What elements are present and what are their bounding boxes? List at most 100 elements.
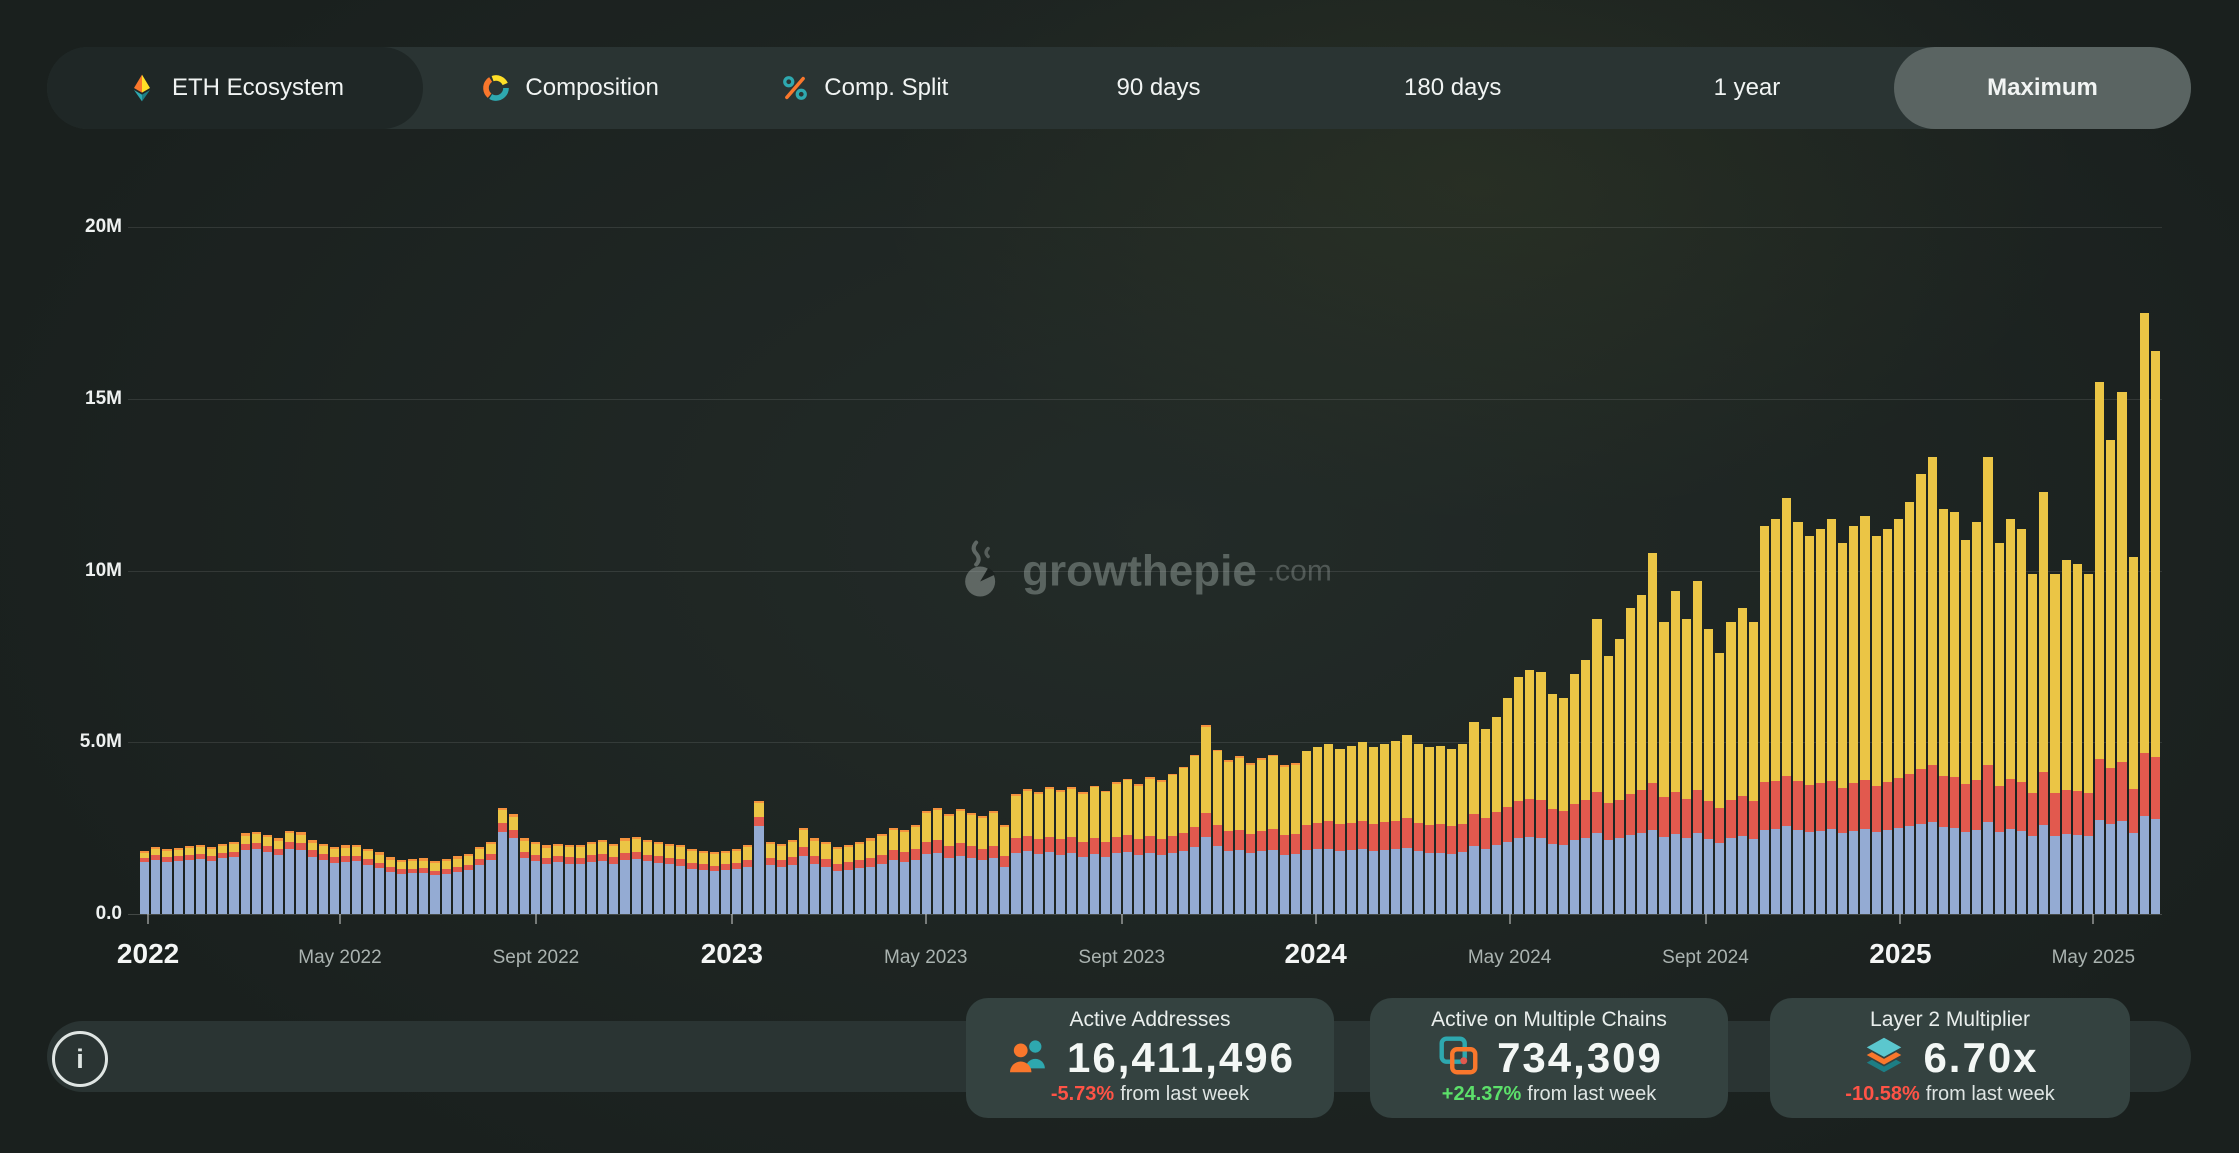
bar-week[interactable]	[1983, 457, 1993, 914]
bar-week[interactable]	[553, 843, 563, 914]
bar-week[interactable]	[1234, 756, 1245, 914]
bar-week[interactable]	[1458, 743, 1468, 914]
bar-week[interactable]	[1637, 594, 1647, 914]
bar-week[interactable]	[1447, 749, 1457, 914]
bar-week[interactable]	[1905, 501, 1915, 914]
bar-week[interactable]	[1134, 783, 1144, 914]
bar-week[interactable]	[1156, 780, 1166, 914]
bar-week[interactable]	[1994, 543, 2004, 914]
bar-week[interactable]	[140, 850, 150, 914]
bar-week[interactable]	[2039, 491, 2049, 914]
bar-week[interactable]	[1681, 618, 1691, 914]
bar-week[interactable]	[1212, 749, 1222, 914]
bar-week[interactable]	[575, 845, 585, 914]
bar-week[interactable]	[240, 833, 250, 914]
bar-week[interactable]	[1625, 608, 1636, 914]
bar-week[interactable]	[2005, 519, 2015, 914]
bar-week[interactable]	[195, 844, 206, 914]
bar-week[interactable]	[1748, 622, 1758, 914]
bar-week[interactable]	[2106, 440, 2116, 914]
bar-week[interactable]	[1033, 792, 1043, 914]
bar-week[interactable]	[1715, 652, 1725, 914]
bar-week[interactable]	[1949, 512, 1960, 914]
bar-week[interactable]	[709, 852, 719, 914]
bar-week[interactable]	[419, 858, 429, 914]
bar-week[interactable]	[1357, 742, 1367, 914]
bar-week[interactable]	[1849, 525, 1859, 914]
tab-180-days[interactable]: 180 days	[1306, 47, 1600, 129]
bar-week[interactable]	[1111, 782, 1122, 914]
bar-week[interactable]	[776, 843, 786, 914]
bar-week[interactable]	[620, 838, 630, 914]
bar-week[interactable]	[810, 838, 820, 914]
bar-week[interactable]	[1882, 529, 1892, 914]
bar-week[interactable]	[1368, 747, 1379, 914]
bar-week[interactable]	[1570, 673, 1580, 914]
bar-week[interactable]	[1380, 743, 1390, 914]
bar-week[interactable]	[218, 843, 228, 914]
bar-week[interactable]	[1100, 790, 1110, 914]
bar-week[interactable]	[2095, 381, 2105, 914]
bar-week[interactable]	[653, 841, 664, 914]
tab-eth-ecosystem[interactable]: ETH Ecosystem	[47, 47, 423, 129]
bar-week[interactable]	[531, 841, 541, 914]
bar-week[interactable]	[564, 844, 574, 914]
bar-week[interactable]	[787, 840, 798, 914]
bar-week[interactable]	[1502, 697, 1513, 914]
bar-week[interactable]	[1167, 773, 1177, 914]
bar-week[interactable]	[888, 828, 898, 914]
bar-week[interactable]	[452, 856, 462, 914]
bar-week[interactable]	[486, 841, 496, 914]
bar-week[interactable]	[1871, 536, 1881, 914]
bar-week[interactable]	[1737, 608, 1747, 914]
bar-week[interactable]	[832, 847, 842, 914]
bar-week[interactable]	[1402, 735, 1412, 914]
bar-week[interactable]	[743, 845, 753, 914]
tab-1-year[interactable]: 1 year	[1600, 47, 1894, 129]
info-icon[interactable]: i	[52, 1031, 108, 1087]
bar-week[interactable]	[676, 845, 686, 914]
bar-week[interactable]	[1670, 591, 1680, 914]
bar-week[interactable]	[1290, 763, 1300, 914]
bar-week[interactable]	[1972, 522, 1982, 914]
bar-week[interactable]	[1123, 778, 1133, 914]
bar-week[interactable]	[989, 810, 999, 914]
bar-week[interactable]	[151, 847, 161, 914]
tab-composition[interactable]: Composition	[423, 47, 717, 129]
bar-week[interactable]	[1491, 716, 1501, 914]
tab-comp-split[interactable]: Comp. Split	[717, 47, 1011, 129]
tab-maximum[interactable]: Maximum	[1894, 47, 2192, 129]
bar-week[interactable]	[542, 845, 552, 914]
bar-week[interactable]	[1391, 740, 1401, 914]
bar-week[interactable]	[966, 812, 976, 914]
bar-week[interactable]	[732, 848, 742, 914]
bar-week[interactable]	[877, 833, 887, 914]
bar-week[interactable]	[1771, 519, 1781, 914]
bar-week[interactable]	[251, 831, 261, 914]
bar-week[interactable]	[363, 848, 373, 914]
bar-week[interactable]	[408, 859, 418, 914]
bar-week[interactable]	[1704, 628, 1714, 914]
bar-week[interactable]	[374, 852, 384, 914]
bar-week[interactable]	[2139, 312, 2149, 914]
bar-week[interactable]	[396, 859, 407, 914]
bar-week[interactable]	[1268, 754, 1278, 914]
bar-week[interactable]	[1838, 543, 1848, 914]
bar-week[interactable]	[944, 814, 954, 914]
bar-week[interactable]	[1927, 457, 1937, 914]
bar-week[interactable]	[1413, 743, 1423, 914]
bar-week[interactable]	[922, 810, 932, 914]
bar-week[interactable]	[329, 847, 340, 914]
bar-week[interactable]	[933, 807, 943, 914]
bar-week[interactable]	[1893, 519, 1904, 914]
bar-week[interactable]	[352, 844, 362, 914]
bars-plot[interactable]	[140, 227, 2161, 914]
bar-week[interactable]	[2072, 563, 2082, 914]
bar-week[interactable]	[1078, 792, 1088, 914]
bar-week[interactable]	[229, 841, 239, 914]
bar-week[interactable]	[463, 853, 474, 914]
bar-week[interactable]	[609, 843, 619, 914]
bar-week[interactable]	[1022, 788, 1032, 914]
bar-week[interactable]	[955, 809, 965, 914]
bar-week[interactable]	[1480, 728, 1490, 914]
